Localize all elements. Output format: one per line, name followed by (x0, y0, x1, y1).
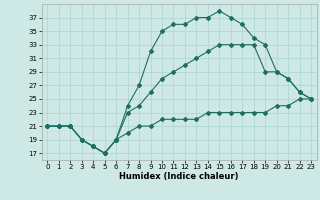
X-axis label: Humidex (Indice chaleur): Humidex (Indice chaleur) (119, 172, 239, 181)
